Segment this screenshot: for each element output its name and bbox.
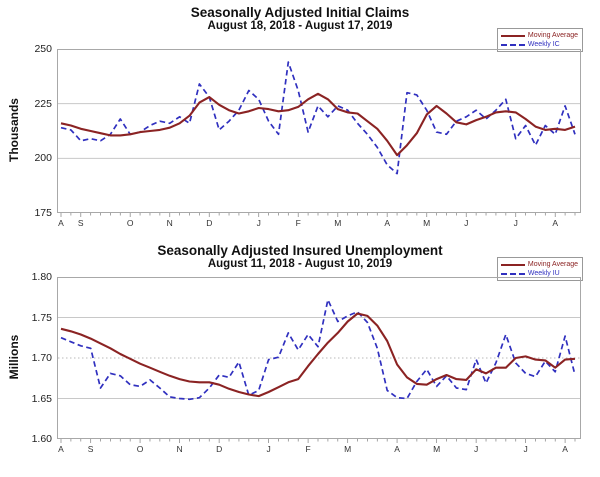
plot-svg — [57, 277, 581, 443]
y-tick-label: 175 — [34, 207, 52, 219]
plot-border — [57, 277, 581, 439]
y-tick-label: 200 — [34, 152, 52, 165]
x-tick-label: J — [523, 444, 528, 454]
x-tick-label: M — [423, 218, 431, 228]
legend-label: Weekly IU — [527, 270, 560, 277]
insured-unemployment-chart: Seasonally Adjusted Insured Unemployment… — [0, 238, 600, 477]
legend-row: Weekly IU — [500, 269, 578, 278]
x-tick-label: J — [464, 218, 469, 228]
moving-average-line — [60, 312, 576, 398]
x-tick-label: J — [256, 218, 261, 228]
legend: Moving Average Weekly IC — [496, 28, 583, 52]
y-tick-label: 250 — [34, 43, 52, 55]
moving-average-line-swatch — [500, 263, 525, 266]
x-tick-label: O — [136, 444, 144, 454]
x-tick-label: M — [334, 218, 342, 228]
x-tick-label: J — [513, 218, 518, 228]
x-tick-label: J — [266, 444, 271, 454]
legend-row: Moving Average — [500, 260, 578, 269]
weekly-line-swatch — [500, 272, 525, 275]
x-tick-label: A — [562, 444, 568, 454]
x-tick-label: S — [77, 218, 84, 228]
plot-area — [57, 49, 581, 217]
weekly-line-swatch — [500, 43, 525, 46]
plot-area — [57, 277, 581, 443]
x-tick-label: A — [58, 218, 64, 228]
chart-subtitle: August 18, 2018 - August 17, 2019 — [207, 20, 393, 32]
y-tick-label: 225 — [34, 97, 52, 110]
x-tick-label: A — [394, 444, 400, 454]
y-tick-label: 1.75 — [31, 311, 52, 324]
legend-row: Moving Average — [500, 31, 578, 40]
y-tick-label: 1.60 — [31, 433, 52, 445]
chart-subtitle: August 11, 2018 - August 10, 2019 — [207, 258, 393, 270]
x-tick-label: O — [126, 218, 134, 228]
x-tick-label: A — [384, 218, 391, 228]
chart-title: Seasonally Adjusted Initial Claims — [190, 5, 410, 20]
x-tick-label: A — [58, 444, 64, 454]
moving-average-line-swatch — [500, 34, 525, 37]
moving-average-line — [60, 92, 576, 157]
x-tick-label: D — [216, 444, 223, 454]
legend-label: Weekly IC — [527, 41, 560, 48]
x-tick-label: M — [344, 444, 352, 454]
y-tick-label: 1.80 — [31, 271, 52, 283]
plot-border — [57, 49, 581, 213]
legend-label: Moving Average — [527, 261, 578, 268]
x-tick-label: D — [206, 218, 213, 228]
initial-claims-chart: Seasonally Adjusted Initial Claims Augus… — [0, 0, 600, 238]
x-tick-label: A — [552, 218, 559, 228]
chart-title: Seasonally Adjusted Insured Unemployment — [157, 243, 443, 258]
x-tick-label: N — [176, 444, 183, 454]
plot-svg — [57, 49, 581, 217]
x-tick-label: M — [433, 444, 441, 454]
weekly-series-line — [60, 61, 576, 175]
legend-row: Weekly IC — [500, 40, 578, 49]
y-tick-label: 1.70 — [31, 352, 52, 364]
x-tick-label: S — [87, 444, 94, 454]
x-tick-label: F — [305, 444, 311, 454]
x-tick-label: J — [474, 444, 479, 454]
weekly-series-line — [60, 298, 576, 401]
y-tick-label: 1.65 — [31, 392, 52, 405]
x-tick-label: F — [295, 218, 301, 228]
legend-label: Moving Average — [527, 32, 578, 39]
x-tick-label: N — [166, 218, 173, 228]
